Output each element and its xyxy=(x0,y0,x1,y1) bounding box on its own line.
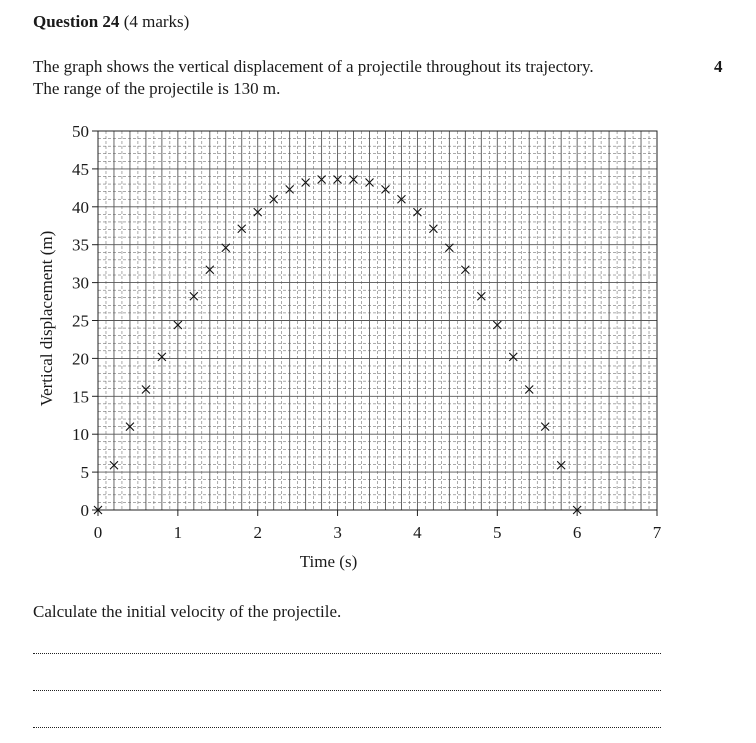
data-point xyxy=(125,422,135,432)
stem-line-1: The graph shows the vertical displacemen… xyxy=(33,57,594,76)
answer-line[interactable] xyxy=(33,727,661,728)
question-number: Question 24 xyxy=(33,12,120,31)
stem-line-2: The range of the projectile is 130 m. xyxy=(33,79,281,98)
grid xyxy=(97,130,658,511)
data-point-stroke xyxy=(317,175,326,184)
data-point xyxy=(413,207,422,217)
data-point-stroke xyxy=(141,385,151,394)
data-point-stroke xyxy=(444,243,454,253)
data-point xyxy=(253,207,263,217)
data-point xyxy=(221,243,231,253)
data-point xyxy=(492,320,502,330)
question-header: Question 24 (4 marks) xyxy=(33,12,189,32)
data-point xyxy=(317,175,326,184)
y-tick-label: 0 xyxy=(81,501,90,520)
y-tick-label: 35 xyxy=(72,236,89,255)
data-point-stroke xyxy=(93,505,103,515)
data-point-stroke xyxy=(285,184,295,194)
data-point xyxy=(572,505,582,515)
data-point xyxy=(205,265,215,275)
data-point-stroke xyxy=(572,505,582,515)
x-tick-label: 2 xyxy=(253,523,262,542)
data-point xyxy=(429,224,438,234)
data-point xyxy=(333,175,342,184)
data-point-stroke xyxy=(205,265,215,275)
data-point-stroke xyxy=(508,352,518,362)
x-tick-label: 6 xyxy=(573,523,582,542)
data-point-stroke xyxy=(365,178,374,187)
x-axis-title: Time (s) xyxy=(300,552,357,571)
x-tick-label: 7 xyxy=(653,523,662,542)
data-point-stroke xyxy=(476,291,486,301)
data-point xyxy=(93,505,103,515)
data-point-stroke xyxy=(397,194,406,204)
data-point-stroke xyxy=(109,460,119,470)
data-point xyxy=(285,184,295,194)
data-point xyxy=(349,175,358,184)
data-point-stroke xyxy=(333,175,342,184)
data-point xyxy=(397,194,406,204)
data-point-stroke xyxy=(556,460,566,470)
data-point xyxy=(237,224,247,234)
y-axis-title: Vertical displacement (m) xyxy=(37,231,56,407)
data-point xyxy=(173,320,183,330)
data-point xyxy=(109,460,119,470)
data-point-stroke xyxy=(269,194,279,204)
x-tick-label: 5 xyxy=(493,523,502,542)
data-point xyxy=(540,422,550,432)
y-tick-label: 20 xyxy=(72,349,89,368)
data-point xyxy=(157,352,167,362)
data-point xyxy=(524,385,534,394)
data-point xyxy=(476,291,486,301)
x-tick-label: 0 xyxy=(94,523,103,542)
data-point-stroke xyxy=(524,385,534,394)
y-tick-label: 40 xyxy=(72,198,89,217)
data-point-stroke xyxy=(540,422,550,432)
data-point-stroke xyxy=(349,175,358,184)
question-prompt: Calculate the initial velocity of the pr… xyxy=(33,602,342,621)
y-tick-label: 50 xyxy=(72,122,89,141)
y-tick-label: 15 xyxy=(72,387,89,406)
x-tick-label: 4 xyxy=(413,523,422,542)
margin-marks: 4 xyxy=(714,57,723,76)
data-point-stroke xyxy=(381,184,390,194)
data-point xyxy=(301,178,311,187)
data-point-stroke xyxy=(237,224,247,234)
y-tick-label: 30 xyxy=(72,274,89,293)
data-point-stroke xyxy=(460,265,470,275)
data-point-stroke xyxy=(253,207,263,217)
question-marks: (4 marks) xyxy=(123,12,190,31)
answer-line[interactable] xyxy=(33,690,661,691)
y-tick-label: 10 xyxy=(72,425,89,444)
data-point xyxy=(269,194,279,204)
y-tick-label: 25 xyxy=(72,312,89,331)
data-point xyxy=(460,265,470,275)
data-point-stroke xyxy=(157,352,167,362)
data-point-stroke xyxy=(173,320,183,330)
data-point-stroke xyxy=(125,422,135,432)
data-point-stroke xyxy=(413,207,422,217)
data-point-stroke xyxy=(429,224,438,234)
data-point xyxy=(556,460,566,470)
data-point xyxy=(141,385,151,394)
y-tick-label: 45 xyxy=(72,160,89,179)
x-tick-label: 1 xyxy=(174,523,183,542)
data-point xyxy=(508,352,518,362)
data-point-stroke xyxy=(492,320,502,330)
question-stem: The graph shows the vertical displacemen… xyxy=(33,56,673,100)
data-point xyxy=(189,291,199,301)
data-point-stroke xyxy=(189,291,199,301)
y-tick-label: 5 xyxy=(81,463,90,482)
data-point xyxy=(381,184,390,194)
x-tick-label: 3 xyxy=(333,523,342,542)
answer-line[interactable] xyxy=(33,653,661,654)
data-point-stroke xyxy=(221,243,231,253)
data-point-stroke xyxy=(301,178,311,187)
data-point xyxy=(365,178,374,187)
data-point xyxy=(444,243,454,253)
